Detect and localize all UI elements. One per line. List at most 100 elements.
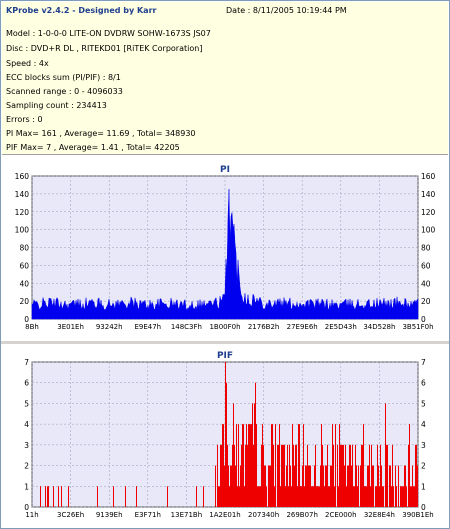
pif-bar xyxy=(125,486,126,507)
y-tick-label-left: 3 xyxy=(24,441,29,450)
pif-bar xyxy=(196,486,197,507)
pif-bar xyxy=(255,382,256,507)
pif-bar xyxy=(318,486,319,507)
pif-bar xyxy=(248,424,249,507)
x-tick-label: 13E71Bh xyxy=(171,511,202,519)
pif-bar xyxy=(396,486,397,507)
pif-bar xyxy=(351,465,352,507)
pif-bar xyxy=(368,465,369,507)
pif-bar xyxy=(230,465,231,507)
pif-bar xyxy=(260,486,261,507)
pif-bar xyxy=(380,444,381,507)
pif-bar xyxy=(269,465,270,507)
y-tick-label-right: 0 xyxy=(421,503,426,512)
pif-bar xyxy=(376,486,377,507)
pif-bar xyxy=(288,486,289,507)
pif-bar xyxy=(227,444,228,507)
pif-bar xyxy=(344,465,345,507)
pif-bar xyxy=(341,444,342,507)
pif-bar xyxy=(382,486,383,507)
pif-bar xyxy=(333,444,334,507)
pif-bar xyxy=(366,486,367,507)
pif-bar xyxy=(235,465,236,507)
pif-bar xyxy=(326,465,327,507)
pif-bar xyxy=(320,465,321,507)
pif-bar xyxy=(279,424,280,507)
pif-bar xyxy=(301,486,302,507)
data-marks xyxy=(31,189,419,320)
pif-bar xyxy=(392,444,393,507)
pif-bar xyxy=(308,465,309,507)
pif-bar xyxy=(243,424,244,507)
drive-model: Model : 1-0-0-0 LITE-ON DVDRW SOHW-1673S… xyxy=(6,29,211,38)
pif-bar xyxy=(296,444,297,507)
pif-bar xyxy=(363,424,364,507)
pif-bar xyxy=(347,465,348,507)
x-tick-label: 2E5D43h xyxy=(325,323,357,331)
y-tick-label-left: 60 xyxy=(19,261,29,270)
y-tick-label-right: 5 xyxy=(421,399,426,408)
pif-bar xyxy=(293,444,294,507)
pif-bar xyxy=(398,465,399,507)
y-tick-label-left: 2 xyxy=(24,462,29,471)
pif-bar xyxy=(338,486,339,507)
y-tick-label-right: 80 xyxy=(421,244,431,253)
pif-bar xyxy=(274,486,275,507)
pif-bar xyxy=(321,424,322,507)
pif-bar xyxy=(328,486,329,507)
y-tick-label-right: 7 xyxy=(421,358,426,367)
pif-bar xyxy=(357,486,358,507)
pif-bar xyxy=(283,444,284,507)
y-tick-label-left: 100 xyxy=(15,226,30,235)
pif-bar xyxy=(250,424,251,507)
x-tick-label: E3F71h xyxy=(135,511,161,519)
pif-bar xyxy=(373,465,374,507)
x-tick-label: 207340h xyxy=(248,511,279,519)
pif-bar xyxy=(352,444,353,507)
sampling-count: Sampling count : 234413 xyxy=(6,101,107,110)
pif-bar xyxy=(224,465,225,507)
pif-bar xyxy=(238,424,239,507)
pif-bar xyxy=(259,486,260,507)
pif-bar xyxy=(348,465,349,507)
pif-bar xyxy=(322,444,323,507)
pif-bar xyxy=(233,403,234,507)
x-tick-label: 3C26Eh xyxy=(57,511,84,519)
pif-bar xyxy=(97,486,98,507)
pif-bar xyxy=(294,465,295,507)
pif-bar xyxy=(239,486,240,507)
pif-bar xyxy=(390,465,391,507)
pif-bar xyxy=(415,444,416,507)
pif-bar xyxy=(257,486,258,507)
pif-bar xyxy=(303,424,304,507)
pif-bar xyxy=(362,444,363,507)
pif-bar xyxy=(307,444,308,507)
pif-bar xyxy=(402,486,403,507)
pif-bar xyxy=(226,382,227,507)
y-tick-label-right: 100 xyxy=(421,226,436,235)
pif-bar xyxy=(247,444,248,507)
pif-bar xyxy=(258,486,259,507)
pif-bar xyxy=(136,486,137,507)
pif-bar xyxy=(273,444,274,507)
pif-bar xyxy=(353,486,354,507)
pif-bar xyxy=(222,424,223,507)
pif-bar xyxy=(395,465,396,507)
y-tick-label-left: 160 xyxy=(15,172,30,181)
x-tick-label: 11h xyxy=(25,511,38,519)
pif-bar xyxy=(286,465,287,507)
pif-bar xyxy=(306,465,307,507)
errors-count: Errors : 0 xyxy=(6,115,43,124)
pif-bar xyxy=(261,444,262,507)
pif-bar xyxy=(316,486,317,507)
x-tick-label: 2176B2h xyxy=(248,323,280,331)
pif-bar xyxy=(356,465,357,507)
pif-bar xyxy=(406,486,407,507)
pif-bar xyxy=(365,486,366,507)
pif-bar xyxy=(386,444,387,507)
x-tick-label: 1B00F0h xyxy=(209,323,240,331)
y-tick-label-right: 160 xyxy=(421,172,436,181)
scan-info-panel: KProbe v2.4.2 - Designed by Karr Date : … xyxy=(2,2,448,155)
x-tick-label: 390B1Eh xyxy=(402,511,433,519)
pif-bar xyxy=(249,424,250,507)
